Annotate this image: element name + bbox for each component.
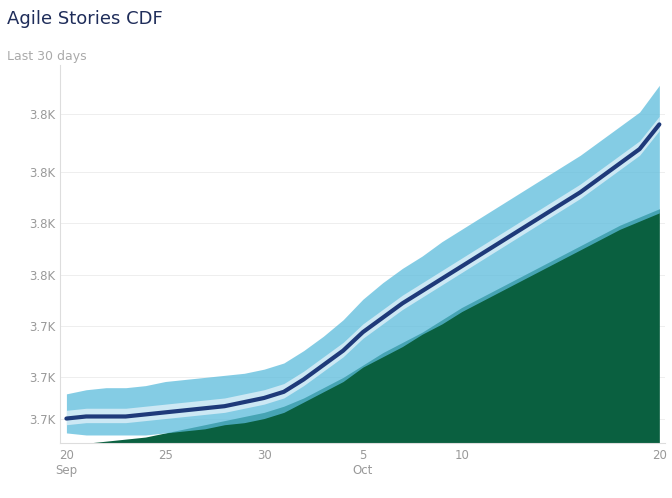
Text: Last 30 days: Last 30 days [7,50,86,63]
Text: Agile Stories CDF: Agile Stories CDF [7,10,163,28]
